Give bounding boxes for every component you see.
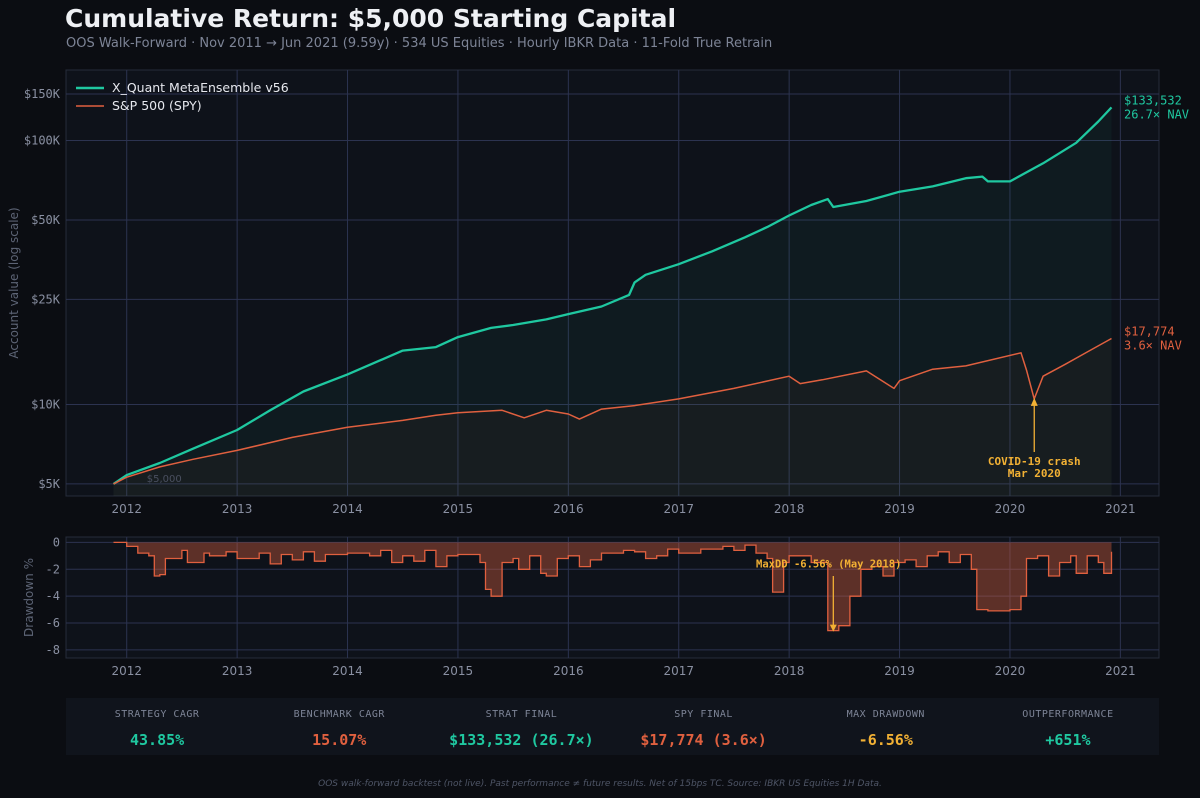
- stat-value: -6.56%: [858, 731, 913, 749]
- x-tick-label: 2017: [663, 664, 694, 678]
- end-multiple-label: 3.6× NAV: [1124, 339, 1182, 353]
- charts-svg: 2012 2013 2014 2015 2016 2017 2018 2019 2020 2021…: [7, 69, 1189, 678]
- x-tick-label: 2021: [1105, 664, 1136, 678]
- y-tick-label: $10K: [31, 397, 61, 411]
- x-tick-label: 2012: [111, 664, 142, 678]
- maxdd-arrowhead: [829, 624, 837, 632]
- x-tick-label: 2015: [443, 502, 474, 516]
- maxdd-annotation: MaxDD -6.56% (May 2018): [756, 558, 901, 570]
- stat-label: STRATEGY CAGR: [114, 709, 200, 720]
- drawdown-area: [113, 542, 1112, 631]
- end-value-label: $133,532: [1124, 93, 1182, 107]
- covid-arrowhead: [1030, 397, 1038, 406]
- stat-label: MAX DRAWDOWN: [846, 709, 925, 720]
- stat-max-drawdown: MAX DRAWDOWN -6.56%: [795, 698, 977, 755]
- chart-subtitle: OOS Walk-Forward · Nov 2011 → Jun 2021 (…: [66, 36, 773, 51]
- y-tick-label: 0: [53, 535, 60, 549]
- x-tick-label: 2014: [332, 502, 363, 516]
- x-tick-label: 2020: [995, 502, 1026, 516]
- x-tick-label: 2014: [332, 664, 363, 678]
- y-tick-label: -4: [46, 589, 60, 603]
- stat-spy-final: SPY FINAL $17,774 (3.6×): [613, 698, 795, 755]
- stat-label: OUTPERFORMANCE: [1022, 709, 1114, 720]
- x-tick-label: 2018: [774, 502, 805, 516]
- covid-annotation: COVID-19 crash: [988, 455, 1081, 468]
- x-tick-label: 2020: [995, 664, 1026, 678]
- x-tick-label: 2016: [553, 664, 584, 678]
- chart-title: Cumulative Return: $5,000 Starting Capit…: [65, 4, 677, 33]
- y-tick-label: $150K: [24, 87, 61, 101]
- x-tick-label: 2017: [663, 502, 694, 516]
- y-tick-label: $25K: [31, 292, 61, 306]
- x-tick-label: 2013: [222, 664, 253, 678]
- y-tick-label: -6: [46, 616, 60, 630]
- series-area-strategy: [113, 107, 1112, 497]
- x-tick-label: 2021: [1105, 502, 1136, 516]
- stat-value: +651%: [1045, 731, 1091, 749]
- stats-bar: STRATEGY CAGR 43.85% BENCHMARK CAGR 15.0…: [66, 698, 1159, 755]
- x-tick-label: 2012: [111, 502, 142, 516]
- start-capital-label: $5,000: [147, 474, 182, 485]
- series-line-strategy: [112, 106, 1113, 485]
- end-value-label: $17,774: [1124, 325, 1175, 339]
- y-axis-label: Drawdown %: [22, 558, 36, 637]
- y-tick-label: $100K: [24, 134, 61, 148]
- stat-label: BENCHMARK CAGR: [293, 709, 385, 720]
- x-tick-label: 2018: [774, 664, 805, 678]
- stat-benchmark-cagr: BENCHMARK CAGR 15.07%: [248, 698, 430, 755]
- legend-label: X_Quant MetaEnsemble v56: [112, 80, 289, 95]
- x-tick-label: 2019: [884, 502, 915, 516]
- y-tick-label: $5K: [38, 477, 60, 491]
- y-tick-label: $50K: [31, 213, 61, 227]
- stat-value: 43.85%: [129, 731, 185, 749]
- y-tick-label: -2: [46, 562, 60, 576]
- series-line-benchmark: [113, 337, 1112, 485]
- stat-outperformance: OUTPERFORMANCE +651%: [977, 698, 1159, 755]
- stat-strat-final: STRAT FINAL $133,532 (26.7×): [430, 698, 612, 755]
- covid-annotation: Mar 2020: [1008, 467, 1061, 480]
- stat-label: SPY FINAL: [674, 709, 733, 720]
- y-tick-label: -8: [46, 643, 60, 657]
- x-tick-label: 2019: [884, 664, 915, 678]
- x-tick-label: 2013: [222, 502, 253, 516]
- y-axis-label: Account value (log scale): [7, 207, 21, 358]
- disclaimer-footer: OOS walk-forward backtest (not live). Pa…: [318, 779, 882, 789]
- x-tick-label: 2016: [553, 502, 584, 516]
- stat-value: 15.07%: [312, 731, 367, 749]
- stat-label: STRAT FINAL: [485, 709, 558, 720]
- drawdown-line: [113, 541, 1113, 632]
- legend-label: S&P 500 (SPY): [112, 98, 202, 113]
- stat-value: $133,532 (26.7×): [449, 731, 594, 749]
- end-multiple-label: 26.7× NAV: [1124, 107, 1189, 121]
- series-area-benchmark: [113, 338, 1112, 496]
- stat-value: $17,774 (3.6×): [640, 731, 767, 749]
- stat-strategy-cagr: STRATEGY CAGR 43.85%: [66, 698, 248, 755]
- x-tick-label: 2015: [443, 664, 474, 678]
